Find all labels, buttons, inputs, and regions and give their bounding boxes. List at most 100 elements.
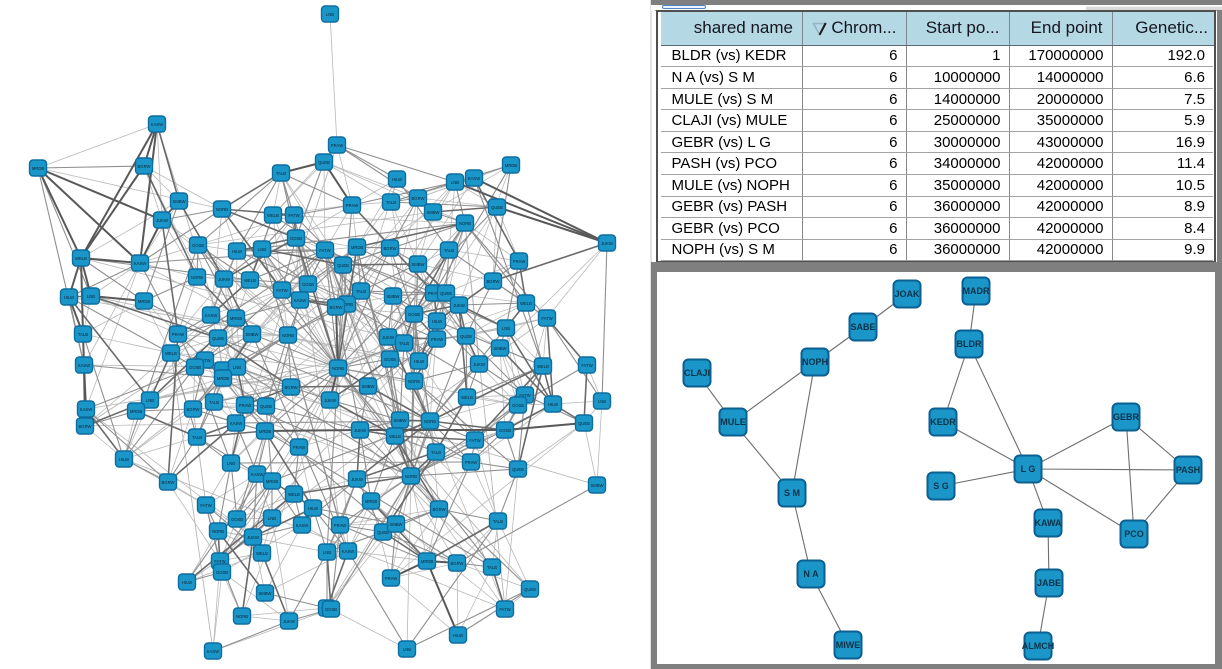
svg-text:KASW: KASW xyxy=(207,649,219,654)
svg-text:LNB: LNB xyxy=(403,647,411,652)
svg-text:HILW: HILW xyxy=(432,319,442,324)
svg-text:LNB: LNB xyxy=(268,516,276,521)
svg-text:FATW: FATW xyxy=(581,363,592,368)
svg-text:FATW: FATW xyxy=(541,316,552,321)
svg-text:HILW: HILW xyxy=(119,457,129,462)
svg-text:TALB: TALB xyxy=(356,289,366,294)
svg-text:KASW: KASW xyxy=(468,176,480,181)
svg-text:JUKW: JUKW xyxy=(351,477,363,482)
svg-text:GEBR: GEBR xyxy=(1113,412,1140,422)
svg-text:TALB: TALB xyxy=(78,332,88,337)
svg-text:JUKW: JUKW xyxy=(453,303,465,308)
svg-text:CLAJI: CLAJI xyxy=(684,368,710,378)
svg-text:SMBW: SMBW xyxy=(393,418,406,423)
svg-text:FATW: FATW xyxy=(519,393,530,398)
svg-text:WELB: WELB xyxy=(537,364,549,369)
svg-text:QUEB: QUEB xyxy=(460,334,472,339)
svg-text:SMBW: SMBW xyxy=(411,262,424,267)
svg-text:NORB: NORB xyxy=(408,379,420,384)
svg-text:LNB: LNB xyxy=(227,461,235,466)
svg-text:NORB: NORB xyxy=(236,614,248,619)
svg-text:SMBW: SMBW xyxy=(590,483,603,488)
svg-text:JUKW: JUKW xyxy=(283,619,295,624)
svg-text:FATW: FATW xyxy=(200,503,211,508)
svg-text:PRAW: PRAW xyxy=(346,203,358,208)
svg-text:SMBW: SMBW xyxy=(493,346,506,351)
svg-text:FATW: FATW xyxy=(276,288,287,293)
svg-text:GOSB: GOSB xyxy=(231,517,243,522)
svg-text:PRAW: PRAW xyxy=(331,143,343,148)
svg-text:BGRW: BGRW xyxy=(285,385,298,390)
svg-text:QUEB: QUEB xyxy=(491,205,503,210)
svg-text:SABE: SABE xyxy=(850,322,875,332)
svg-text:BGRW: BGRW xyxy=(451,561,464,566)
svg-text:GOSB: GOSB xyxy=(192,243,204,248)
svg-text:WELB: WELB xyxy=(75,256,87,261)
svg-text:WELB: WELB xyxy=(256,551,268,556)
svg-text:KASW: KASW xyxy=(78,363,90,368)
svg-text:MRDB: MRDB xyxy=(259,429,272,434)
svg-text:HILW: HILW xyxy=(308,506,318,511)
svg-text:TALB: TALB xyxy=(276,171,286,176)
svg-text:GOSB: GOSB xyxy=(512,403,524,408)
svg-text:MRDB: MRDB xyxy=(266,479,279,484)
svg-text:QUEB: QUEB xyxy=(260,404,272,409)
svg-text:WELB: WELB xyxy=(267,213,279,218)
svg-text:QUEB: QUEB xyxy=(212,336,224,341)
svg-text:ALMCH: ALMCH xyxy=(1022,641,1055,651)
svg-text:NORB: NORB xyxy=(424,419,436,424)
svg-text:BGRW: BGRW xyxy=(162,480,175,485)
svg-text:BGRW: BGRW xyxy=(138,164,151,169)
svg-text:FATW: FATW xyxy=(214,559,225,564)
svg-text:TALB: TALB xyxy=(487,565,497,570)
svg-text:FATW: FATW xyxy=(319,248,330,253)
svg-text:MIWE: MIWE xyxy=(836,640,861,650)
svg-text:MRDB: MRDB xyxy=(138,299,151,304)
svg-text:NORB: NORB xyxy=(191,275,203,280)
svg-text:JUKW: JUKW xyxy=(156,218,168,223)
svg-text:TALB: TALB xyxy=(192,435,202,440)
svg-text:NORB: NORB xyxy=(332,366,344,371)
svg-text:KASW: KASW xyxy=(294,298,306,303)
svg-text:MRDB: MRDB xyxy=(351,245,364,250)
svg-text:QUEB: QUEB xyxy=(578,421,590,426)
svg-text:PCO: PCO xyxy=(1124,529,1144,539)
svg-text:HILW: HILW xyxy=(182,580,192,585)
svg-text:PRAW: PRAW xyxy=(334,523,346,528)
svg-text:PRAW: PRAW xyxy=(239,403,251,408)
svg-text:PRAW: PRAW xyxy=(465,460,477,465)
svg-text:LNB: LNB xyxy=(502,326,510,331)
svg-text:KASW: KASW xyxy=(80,407,92,412)
svg-text:SMBW: SMBW xyxy=(258,591,271,596)
svg-text:PRAW: PRAW xyxy=(431,337,443,342)
svg-text:BGRW: BGRW xyxy=(384,246,397,251)
svg-text:NORB: NORB xyxy=(341,302,353,307)
svg-text:BGRW: BGRW xyxy=(187,407,200,412)
svg-text:SMBW: SMBW xyxy=(172,199,185,204)
svg-text:WELB: WELB xyxy=(165,351,177,356)
svg-text:HILW: HILW xyxy=(64,295,74,300)
svg-text:QUEB: QUEB xyxy=(377,530,389,535)
svg-text:MRDB: MRDB xyxy=(230,316,243,321)
svg-text:SMBW: SMBW xyxy=(389,522,402,527)
svg-text:WELB: WELB xyxy=(520,301,532,306)
svg-text:BGRW: BGRW xyxy=(330,305,343,310)
svg-text:PRAW: PRAW xyxy=(385,576,397,581)
svg-text:QUEB: QUEB xyxy=(524,587,536,592)
svg-text:FATW: FATW xyxy=(469,438,480,443)
svg-text:MRDB: MRDB xyxy=(421,559,434,564)
svg-text:QUEB: QUEB xyxy=(337,263,349,268)
svg-text:BLDR: BLDR xyxy=(957,339,982,349)
svg-text:JUKW: JUKW xyxy=(324,398,336,403)
svg-text:MRDB: MRDB xyxy=(505,163,518,168)
svg-text:QUEB: QUEB xyxy=(512,467,524,472)
svg-text:HILW: HILW xyxy=(548,402,558,407)
svg-text:MRDB: MRDB xyxy=(32,166,45,171)
svg-text:JUKW: JUKW xyxy=(354,428,366,433)
svg-text:FATW: FATW xyxy=(499,607,510,612)
svg-text:QUEB: QUEB xyxy=(318,160,330,165)
svg-text:JUKW: JUKW xyxy=(382,335,394,340)
svg-text:MADR: MADR xyxy=(963,286,990,296)
svg-text:JUKW: JUKW xyxy=(601,241,613,246)
svg-text:KEDR: KEDR xyxy=(930,417,956,427)
